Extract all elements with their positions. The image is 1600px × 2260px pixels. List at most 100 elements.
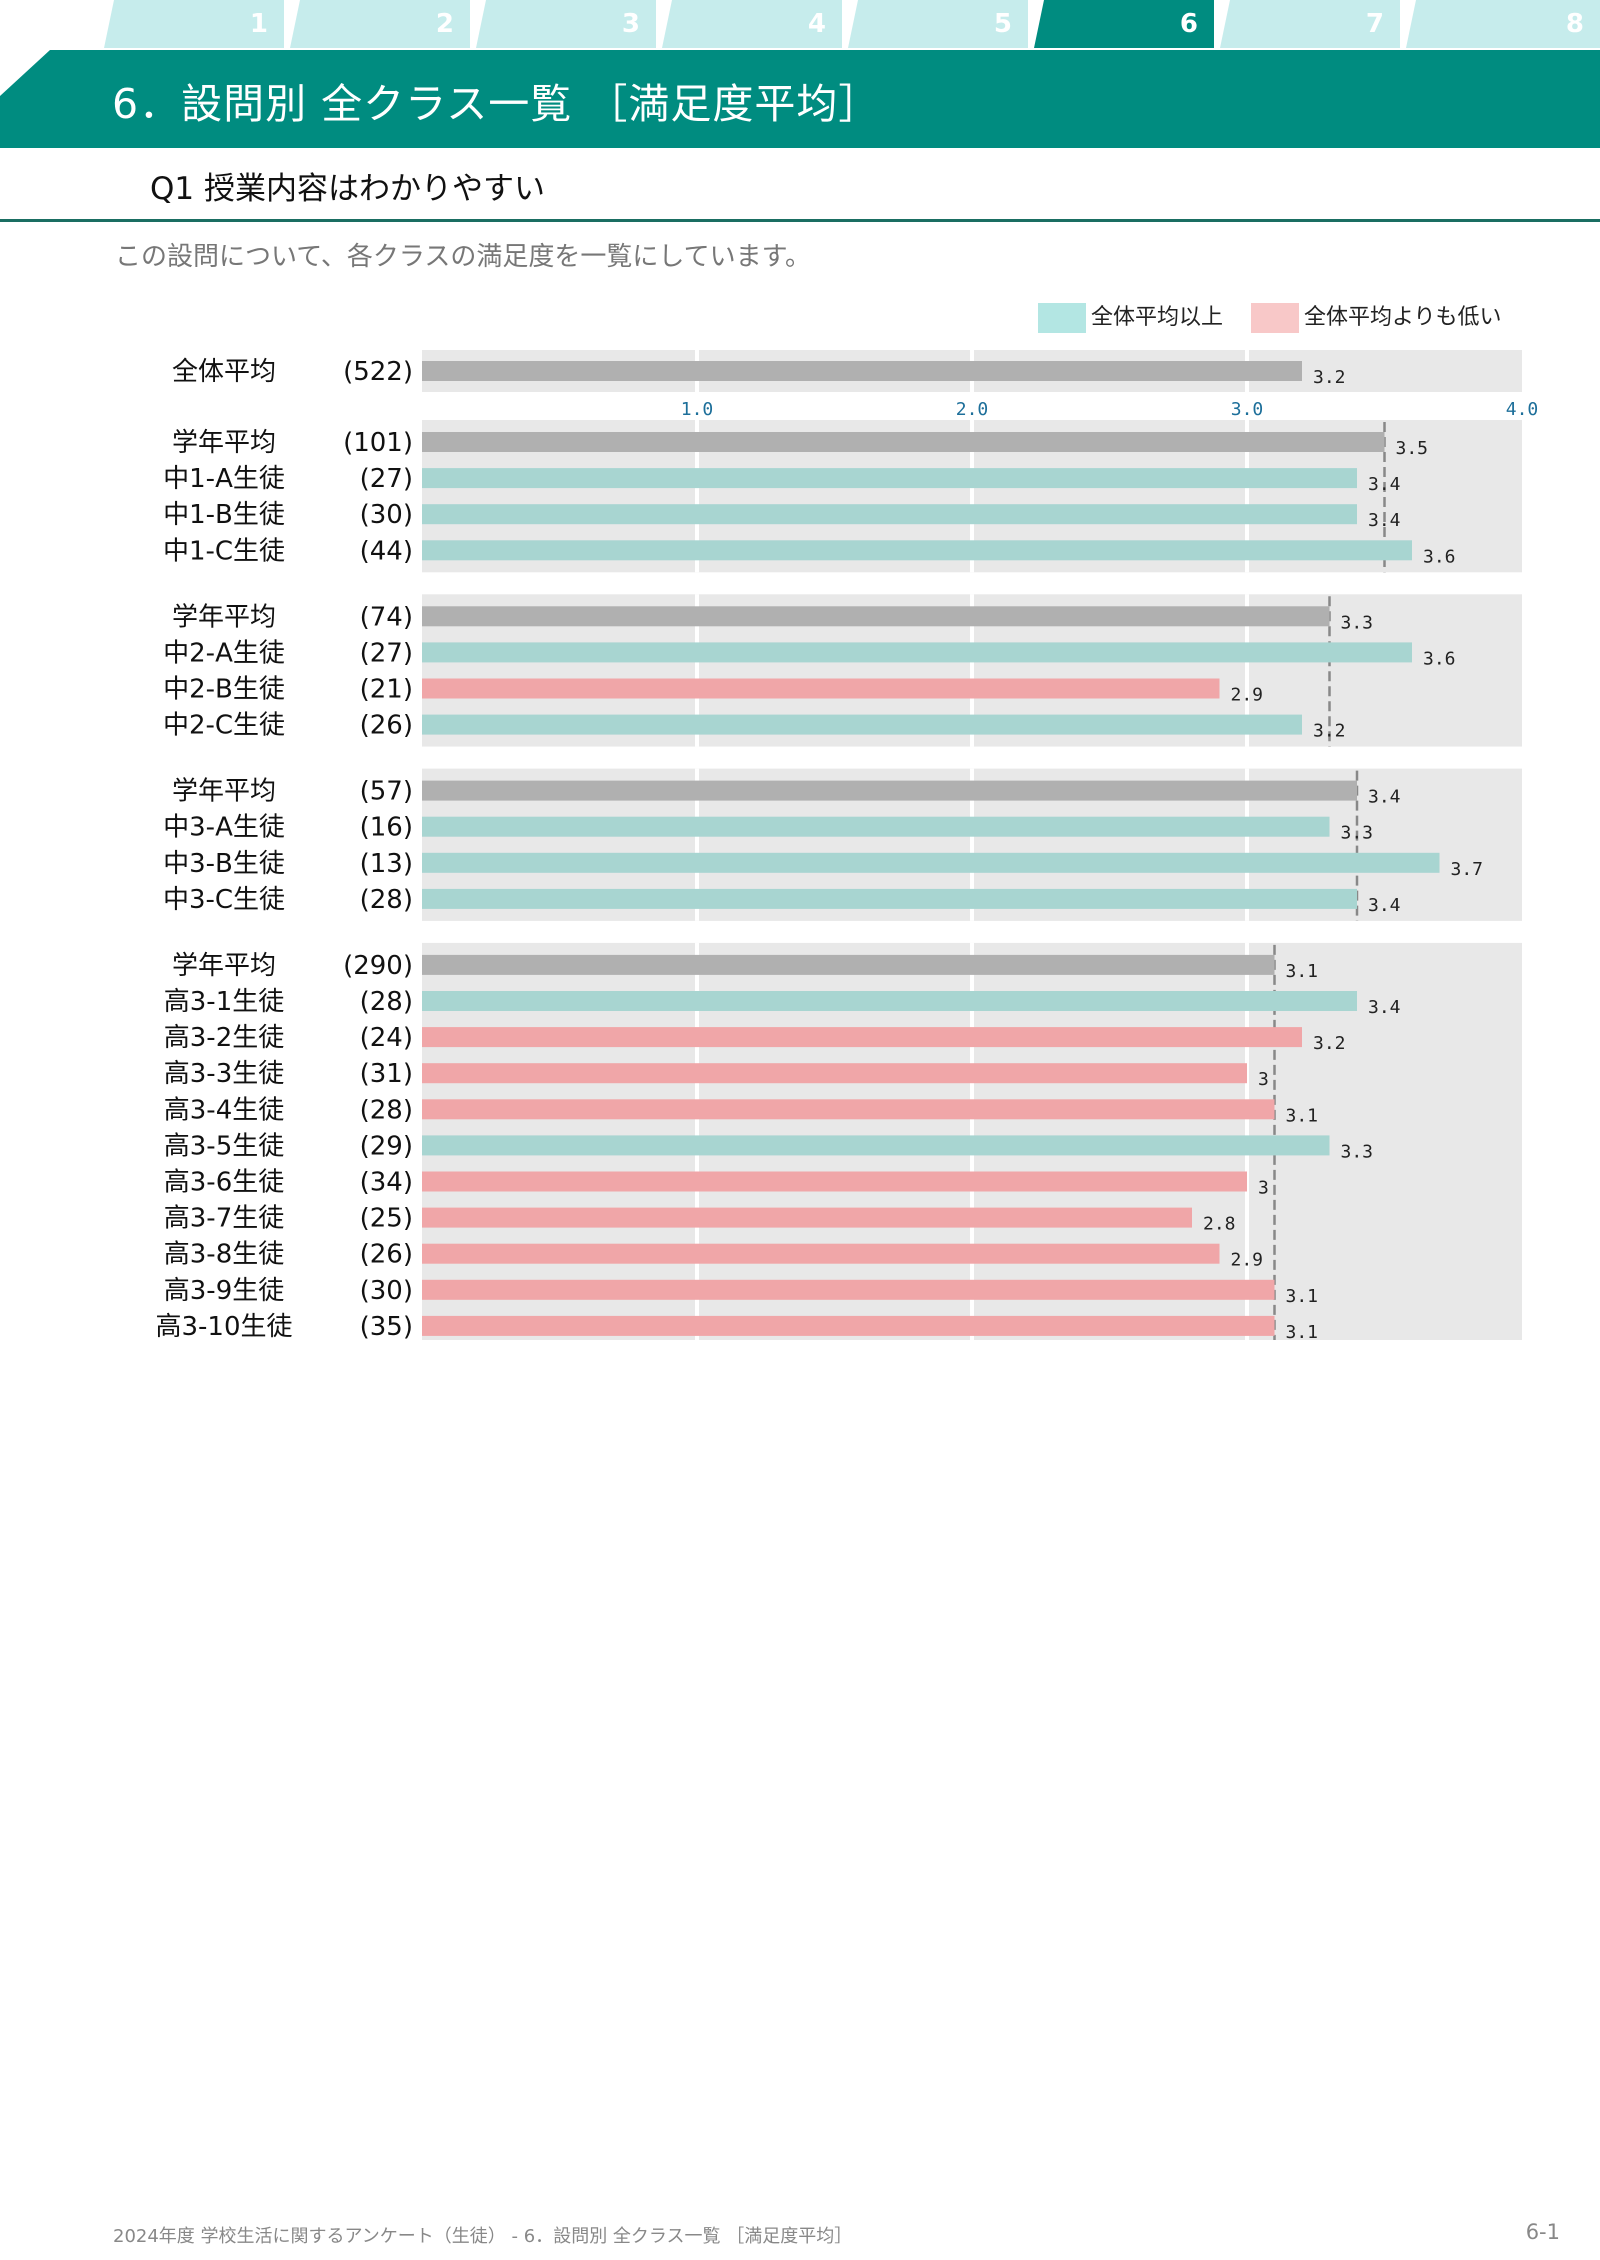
bar [422,468,1357,489]
bar [422,504,1357,525]
row-label: 学年平均 [172,602,276,632]
row-count: (25) [360,1204,413,1234]
tab-6[interactable]: 6 [1034,0,1214,48]
row-label: 高3-8生徒 [164,1240,284,1270]
tab-4[interactable]: 4 [662,0,842,48]
legend-above-label: 全体平均以上 [1091,305,1224,330]
bar [422,780,1357,801]
row-label: 中1-A生徒 [163,464,285,494]
page-number: 6-1 [1525,2220,1560,2244]
row-count: (30) [360,500,413,530]
row-count: (34) [360,1168,413,1198]
data-label: 3.6 [1423,648,1456,669]
row-count: (31) [360,1059,413,1089]
tab-2[interactable]: 2 [290,0,470,48]
row-label: 中2-B生徒 [163,675,285,705]
data-label: 2.9 [1231,1250,1264,1271]
bar [422,954,1275,975]
data-label: 3.4 [1368,997,1401,1018]
row-count: (30) [360,1276,413,1306]
tab-1-label: 1 [249,9,268,39]
data-label: 3.5 [1396,438,1429,459]
data-label: 3 [1258,1069,1269,1090]
tab-5-label: 5 [993,9,1012,39]
bar [422,1243,1220,1264]
bar [422,1099,1275,1120]
bar-chart: 全体平均 (522) 3.2 1.0 2.0 3.0 4.0 学年平均 (101) 3.5 中1-A… [155,350,1539,1340]
legend-below-swatch [1251,303,1299,333]
row-count: (16) [360,813,413,843]
x-tick-label: 2.0 [956,399,989,420]
data-label: 3.4 [1368,787,1401,808]
row-count: (44) [360,536,413,566]
row-label: 中2-C生徒 [163,711,285,741]
row-label: 中1-B生徒 [163,500,285,530]
row-label: 高3-7生徒 [164,1204,284,1234]
row-label: 中3-C生徒 [163,885,285,915]
bar [422,606,1330,627]
data-label: 2.9 [1231,685,1264,706]
bar [422,642,1412,663]
row-count: (290) [343,951,413,981]
tab-7-label: 7 [1365,9,1384,39]
row-count: (26) [360,1240,413,1270]
question-description: この設問について、各クラスの満足度を一覧にしています。 [115,242,812,272]
tab-7[interactable]: 7 [1220,0,1400,48]
data-label: 3.2 [1313,1033,1346,1054]
legend-above-swatch [1038,303,1086,333]
bar [422,432,1385,452]
row-label: 全体平均 [172,357,276,387]
data-label: 3.4 [1368,474,1401,495]
row-count: (57) [360,777,413,807]
row-label: 高3-10生徒 [155,1312,292,1340]
data-label: 3.1 [1286,1322,1319,1340]
data-label: 3.4 [1368,895,1401,916]
x-tick-label: 3.0 [1231,399,1264,420]
question-divider [0,219,1600,222]
row-label: 高3-9生徒 [164,1276,284,1306]
tab-1[interactable]: 1 [104,0,284,48]
row-count: (27) [360,464,413,494]
data-label: 3.1 [1286,961,1319,982]
data-label: 3.4 [1368,510,1401,531]
bar [422,678,1220,699]
row-label: 高3-2生徒 [164,1023,284,1053]
tab-5[interactable]: 5 [848,0,1028,48]
row-label: 高3-1生徒 [164,987,284,1017]
tab-3[interactable]: 3 [476,0,656,48]
row-count: (522) [343,357,413,387]
bar [422,361,1302,381]
tab-2-label: 2 [435,9,454,39]
row-label: 中2-A生徒 [163,638,285,668]
row-label: 中1-C生徒 [163,536,285,566]
tab-8[interactable]: 8 [1406,0,1600,48]
tab-3-label: 3 [621,9,640,39]
bar [422,991,1357,1011]
row-label: 高3-5生徒 [164,1131,284,1161]
bar [422,816,1330,837]
row-label: 学年平均 [172,777,276,807]
row-count: (27) [360,638,413,668]
data-label: 3 [1258,1178,1269,1199]
row-label: 高3-3生徒 [164,1059,284,1089]
row-label: 学年平均 [172,428,276,458]
data-label: 3.2 [1313,367,1346,388]
page-title: 6．設問別 全クラス一覧 ［満足度平均］ [112,80,881,128]
legend-below-label: 全体平均よりも低い [1304,305,1502,330]
bar [422,1135,1330,1156]
question-title: Q1 授業内容はわかりやすい [150,171,545,207]
section-banner [0,50,1600,148]
row-count: (101) [343,428,413,458]
data-label: 3.3 [1341,823,1374,844]
data-label: 3.3 [1341,1141,1374,1162]
bar [422,714,1302,735]
bar [422,1315,1275,1336]
data-label: 3.1 [1286,1286,1319,1307]
row-label: 中3-B生徒 [163,849,285,879]
bar [422,1207,1192,1228]
row-count: (29) [360,1131,413,1161]
row-count: (26) [360,711,413,741]
row-count: (28) [360,987,413,1017]
tab-4-label: 4 [807,9,826,39]
x-tick-label: 4.0 [1506,399,1539,420]
